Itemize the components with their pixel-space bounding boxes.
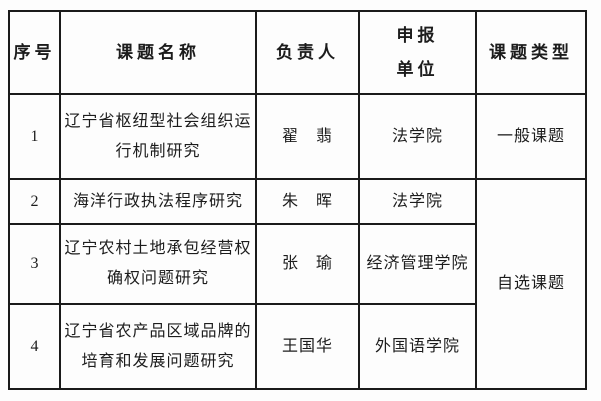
topic-table: 序号 课题名称 负责人 申报 单位 课题类型 1 辽宁省枢纽型社会组织运 行机制… [8, 10, 587, 390]
cell-no: 3 [8, 223, 61, 305]
header-leader: 负责人 [255, 10, 360, 95]
cell-leader: 张 瑜 [255, 223, 360, 305]
cell-unit: 外国语学院 [358, 303, 477, 390]
header-row: 序号 课题名称 负责人 申报 单位 课题类型 [8, 10, 587, 95]
header-title: 课题名称 [59, 10, 257, 95]
cell-type: 一般课题 [475, 93, 587, 180]
cell-title: 辽宁省农产品区域品牌的 培育和发展问题研究 [59, 303, 257, 390]
header-unit: 申报 单位 [358, 10, 477, 95]
header-type: 课题类型 [475, 10, 587, 95]
header-no: 序号 [8, 10, 61, 95]
cell-title: 辽宁省枢纽型社会组织运 行机制研究 [59, 93, 257, 180]
table-row: 3 辽宁农村土地承包经营权 确权问题研究 张 瑜 经济管理学院 [8, 223, 586, 305]
cell-leader: 朱 晖 [255, 178, 360, 225]
cell-unit: 法学院 [358, 178, 477, 225]
cell-unit: 经济管理学院 [358, 223, 477, 305]
cell-no: 2 [8, 178, 61, 225]
cell-no: 1 [8, 93, 61, 180]
cell-leader: 翟 翡 [255, 93, 360, 180]
table-row: 4 辽宁省农产品区域品牌的 培育和发展问题研究 王国华 外国语学院 [8, 303, 586, 390]
cell-no: 4 [8, 303, 61, 390]
cell-unit: 法学院 [358, 93, 477, 180]
cell-type-merged: 自选课题 [475, 178, 587, 390]
cell-title: 辽宁农村土地承包经营权 确权问题研究 [59, 223, 257, 305]
cell-title: 海洋行政执法程序研究 [59, 178, 257, 225]
table-row: 1 辽宁省枢纽型社会组织运 行机制研究 翟 翡 法学院 一般课题 [8, 93, 587, 180]
table-row: 2 海洋行政执法程序研究 朱 晖 法学院 自选课题 [8, 178, 587, 390]
cell-leader: 王国华 [255, 303, 360, 390]
